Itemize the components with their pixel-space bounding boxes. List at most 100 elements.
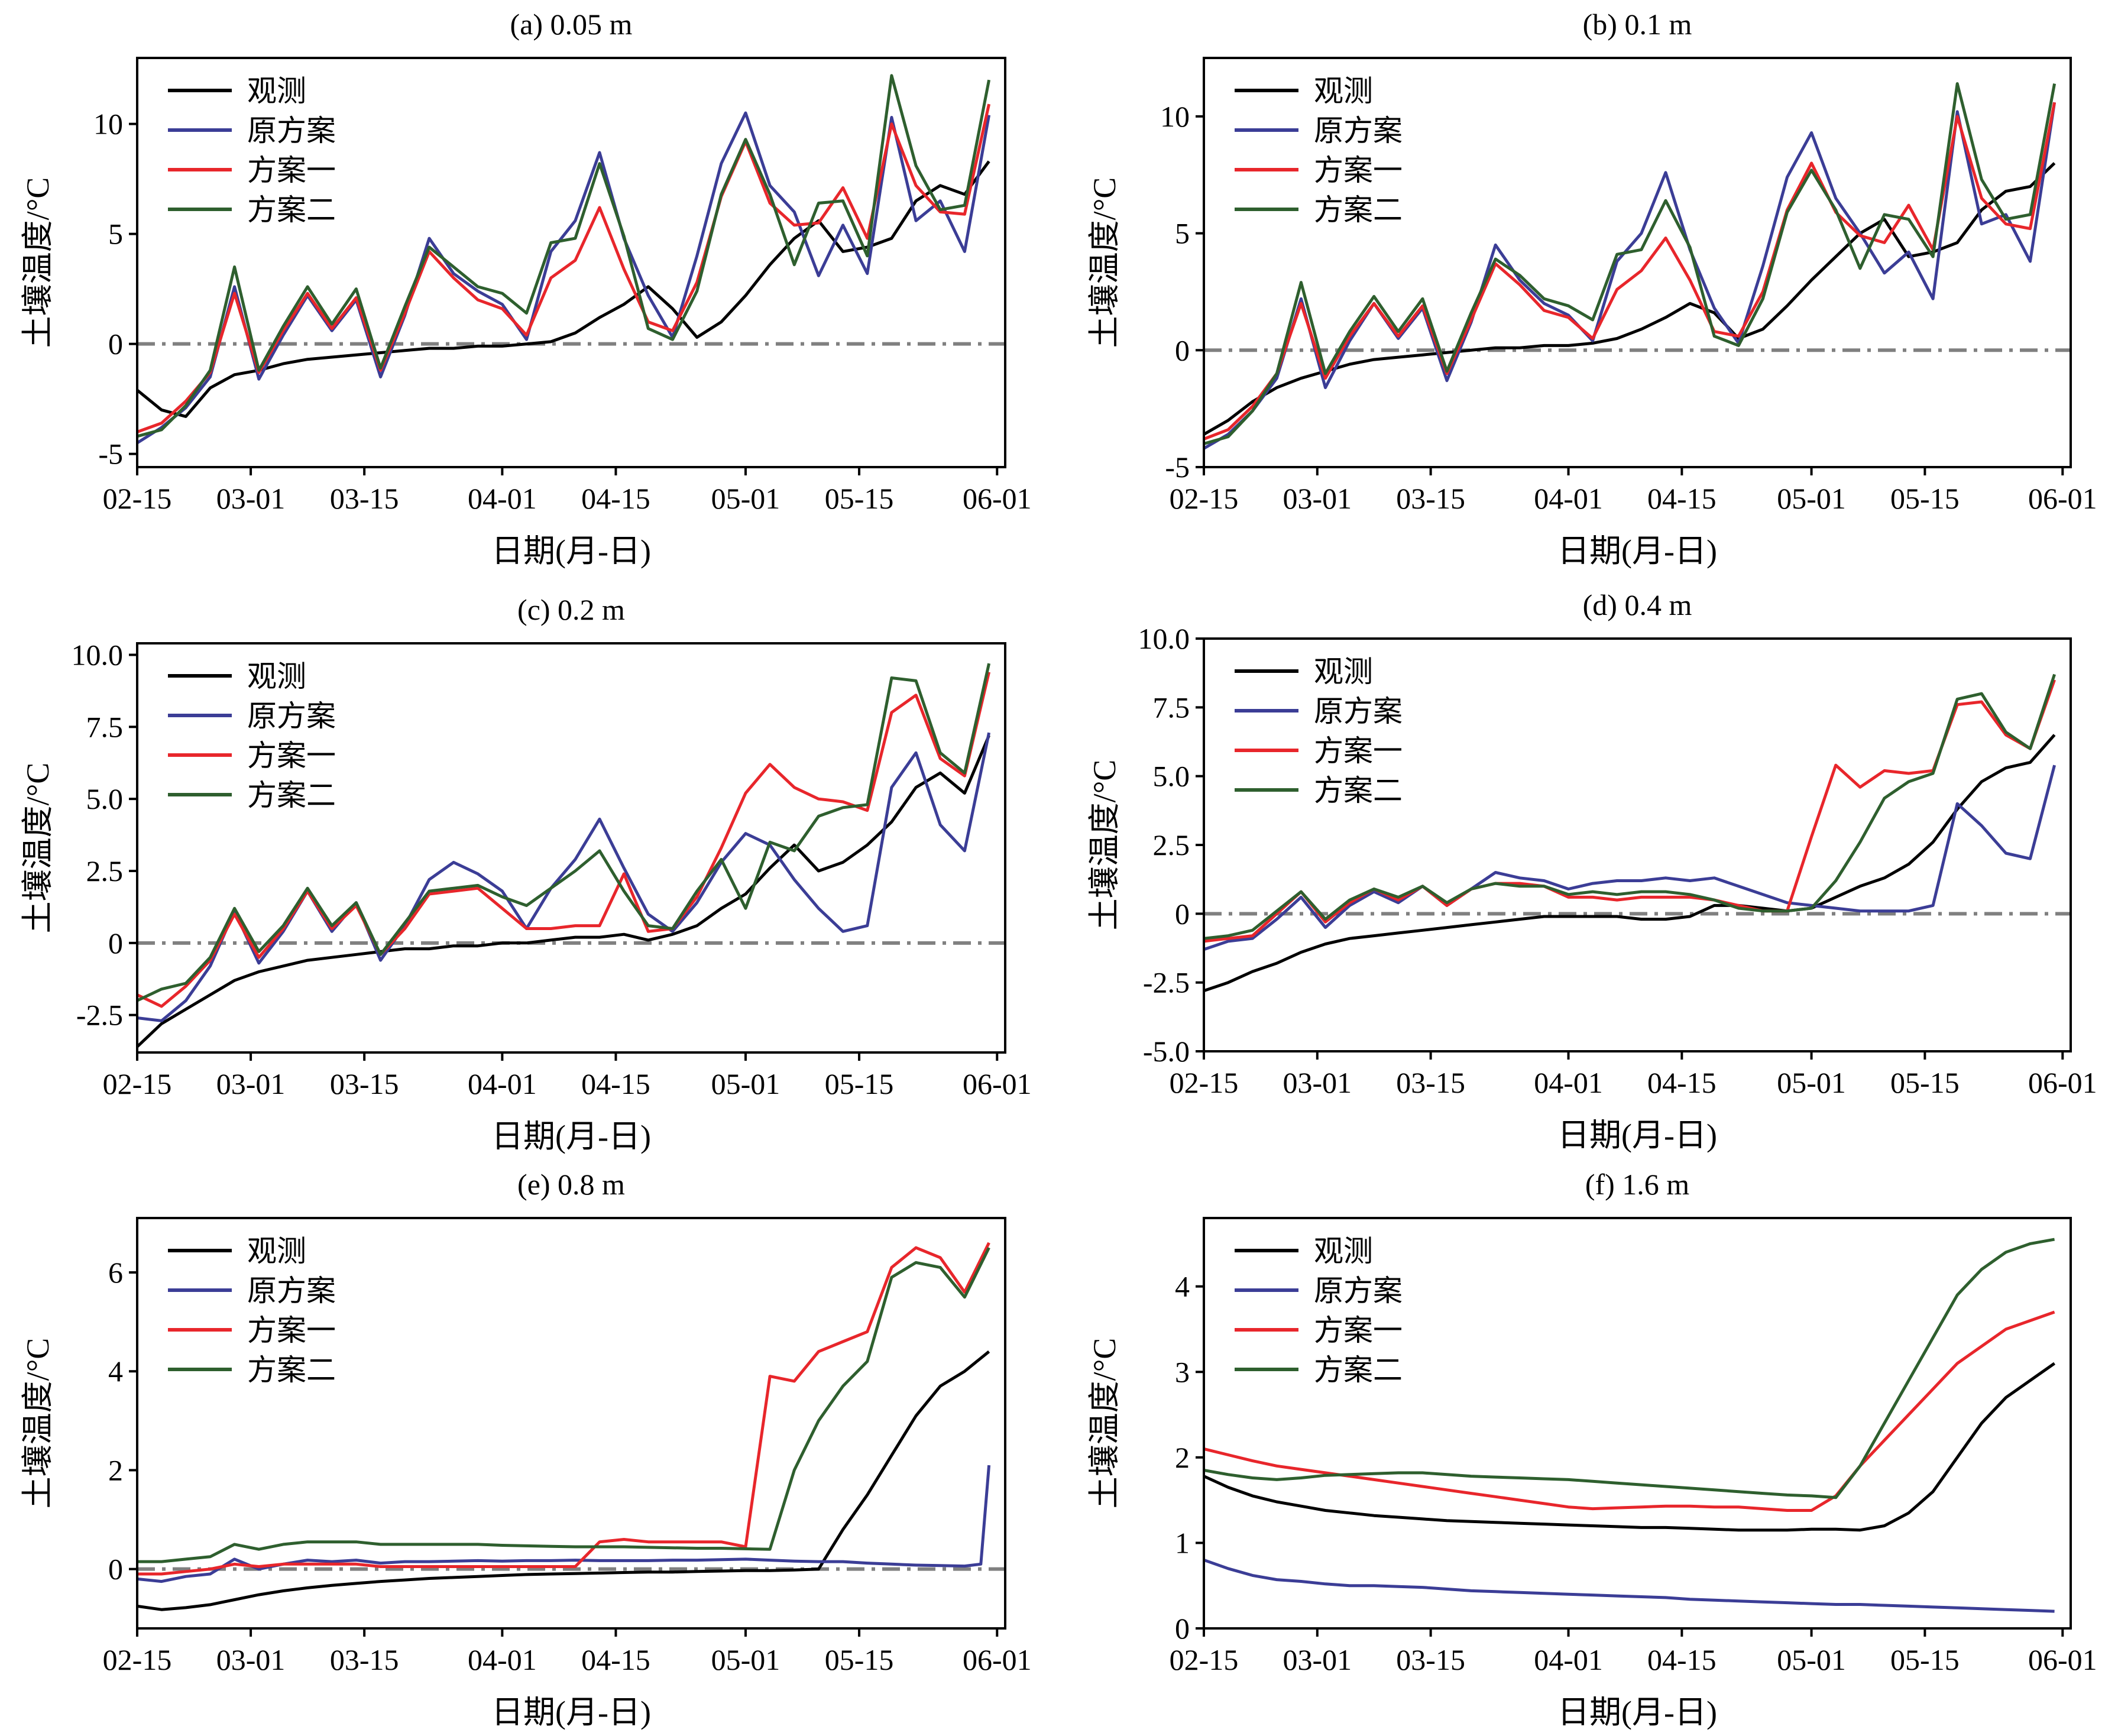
series-line-4 <box>137 1247 990 1563</box>
legend-label: 方案一 <box>1314 154 1403 187</box>
y-axis-label: 土壤温度/°C <box>1087 1338 1122 1509</box>
x-tick-label: 04-15 <box>581 1643 650 1676</box>
series-line-3 <box>137 103 991 433</box>
y-tick-label: 2 <box>108 1453 123 1486</box>
y-tick-label: 0 <box>108 1553 123 1586</box>
x-axis-label: 日期(月-日) <box>491 533 651 569</box>
series-line-2 <box>136 111 991 445</box>
series-line-4 <box>1203 82 2057 445</box>
y-axis-label: 土壤温度/°C <box>1087 177 1122 348</box>
x-tick-label: 06-01 <box>2028 1066 2097 1099</box>
x-tick-label: 05-15 <box>1890 482 1960 515</box>
x-tick-label: 05-15 <box>825 1643 894 1676</box>
y-tick-label: 5 <box>108 218 123 251</box>
panel-5: 02-15 03-01 03-15 04-01 04-15 05-01 05-15 06-01… <box>20 1168 1032 1730</box>
legend-label: 原方案 <box>1314 695 1403 728</box>
x-tick-label: 04-15 <box>581 1067 650 1100</box>
x-tick-label: 04-15 <box>1647 1643 1717 1676</box>
plot-frame <box>136 57 1006 468</box>
series-line-2 <box>1203 765 2057 951</box>
panel-1: 02-15 03-01 03-15 04-01 04-15 05-01 05-15 06-01… <box>20 8 1032 569</box>
x-tick-label: 04-01 <box>1534 1066 1603 1099</box>
y-tick-label: -2.5 <box>76 999 123 1032</box>
y-tick-label: 0 <box>108 328 123 361</box>
x-tick-label: 06-01 <box>963 1067 1032 1100</box>
series-line-4 <box>136 663 991 1002</box>
panel-title: (f) 1.6 m <box>1585 1168 1689 1201</box>
x-tick-label: 03-01 <box>1283 1066 1352 1099</box>
series-line-3 <box>1203 102 2057 441</box>
x-tick-label: 05-15 <box>1890 1066 1960 1099</box>
x-tick-label: 02-15 <box>1170 1066 1239 1099</box>
x-tick-label: 02-15 <box>103 482 172 515</box>
panel-title: (d) 0.4 m <box>1583 588 1692 621</box>
x-tick-label: 05-15 <box>1890 1643 1960 1676</box>
y-tick-label: -5 <box>1165 451 1190 484</box>
legend-label: 方案一 <box>1314 1314 1403 1347</box>
y-tick-label: 2 <box>1175 1441 1190 1474</box>
y-tick-label: 4 <box>1175 1270 1190 1303</box>
x-tick-label: 05-01 <box>1777 1643 1846 1676</box>
x-tick-label: 02-15 <box>1170 1643 1239 1676</box>
panel-3: 02-15 03-01 03-15 04-01 04-15 05-01 05-15 06-01… <box>20 593 1032 1154</box>
x-tick-label: 06-01 <box>2028 482 2097 515</box>
x-tick-label: 05-01 <box>711 1643 781 1676</box>
series-line-4 <box>137 74 991 438</box>
y-tick-label: 10.0 <box>1138 622 1190 655</box>
legend-label: 原方案 <box>247 114 336 147</box>
legend-label: 观测 <box>247 660 306 693</box>
series-line-4 <box>1203 673 2056 940</box>
y-axis-label: 土壤温度/°C <box>20 1338 56 1509</box>
legend-label: 原方案 <box>247 699 336 733</box>
y-tick-label: 5 <box>1175 217 1190 250</box>
series-line-2 <box>137 732 991 1022</box>
x-tick-label: 03-15 <box>330 1067 399 1100</box>
x-tick-label: 05-15 <box>825 1067 894 1100</box>
y-tick-label: 0 <box>1175 1612 1190 1645</box>
series-line-3 <box>136 672 991 1008</box>
x-tick-label: 04-15 <box>581 482 650 515</box>
y-tick-label: 10 <box>1160 100 1190 133</box>
x-tick-label: 04-15 <box>1647 1066 1717 1099</box>
x-axis-label: 日期(月-日) <box>491 1695 651 1730</box>
x-tick-label: 05-01 <box>711 1067 781 1100</box>
series-line-1 <box>136 160 990 418</box>
y-tick-label: 6 <box>108 1256 123 1289</box>
panel-title: (a) 0.05 m <box>510 8 633 41</box>
x-tick-label: 02-15 <box>1170 482 1239 515</box>
panel-2: 02-15 03-01 03-15 04-01 04-15 05-01 05-15 06-01… <box>1087 8 2097 569</box>
y-axis-label: 土壤温度/°C <box>20 763 56 934</box>
y-tick-label: 2.5 <box>1153 828 1190 861</box>
x-tick-label: 03-15 <box>1396 1643 1465 1676</box>
legend-label: 方案一 <box>247 154 336 187</box>
x-tick-label: 05-01 <box>1777 482 1846 515</box>
x-tick-label: 02-15 <box>103 1643 172 1676</box>
x-tick-label: 05-15 <box>825 482 894 515</box>
legend-label: 方案二 <box>247 779 336 812</box>
series-line-1 <box>1203 734 2056 992</box>
legend-label: 观测 <box>247 1235 306 1268</box>
legend-label: 方案二 <box>247 193 336 226</box>
legend-label: 方案二 <box>1314 193 1403 226</box>
x-tick-label: 03-15 <box>330 482 399 515</box>
y-tick-label: -5 <box>98 438 123 471</box>
y-axis-label: 土壤温度/°C <box>1087 760 1122 931</box>
legend-label: 方案一 <box>247 1314 336 1347</box>
series-line-2 <box>1203 102 2057 450</box>
y-tick-label: 0 <box>108 927 123 960</box>
y-tick-label: 5.0 <box>1153 760 1190 793</box>
y-tick-label: 7.5 <box>86 710 124 743</box>
x-axis-label: 日期(月-日) <box>1557 1695 1717 1730</box>
panel-title: (e) 0.8 m <box>517 1168 625 1201</box>
plot-frame <box>136 1217 1006 1630</box>
x-tick-label: 06-01 <box>2028 1643 2097 1676</box>
x-tick-label: 06-01 <box>963 482 1032 515</box>
legend-label: 观测 <box>1314 75 1373 108</box>
x-tick-label: 04-01 <box>468 482 537 515</box>
x-tick-label: 06-01 <box>963 1643 1032 1676</box>
series-line-4 <box>1203 1238 2055 1499</box>
x-tick-label: 05-01 <box>711 482 781 515</box>
legend-label: 方案一 <box>247 739 336 772</box>
series-line-2 <box>137 1465 991 1583</box>
